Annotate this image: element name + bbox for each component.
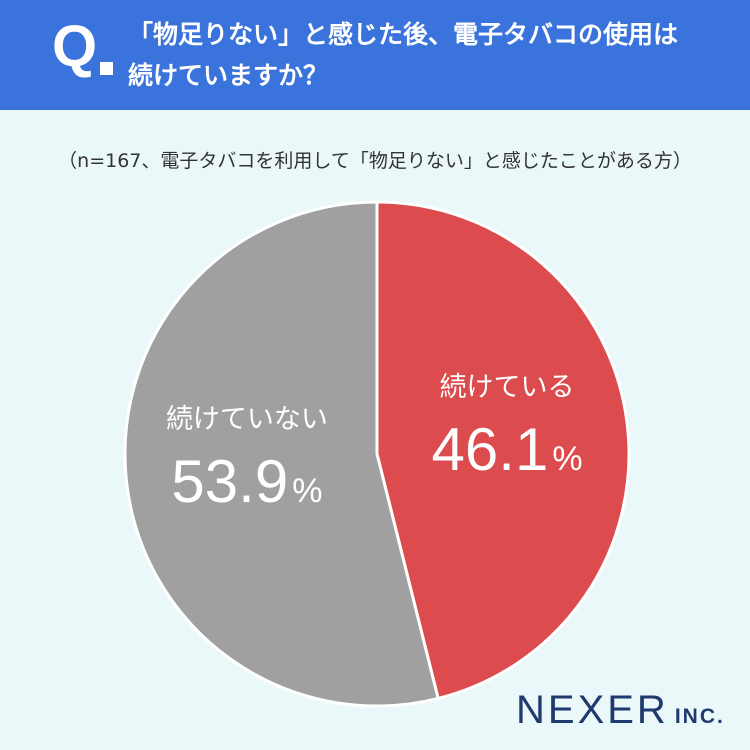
question-text: 「物足りない」と感じた後、電子タバコの使用は 続けていますか？ [128, 14, 738, 96]
question-line-1: 「物足りない」と感じた後、電子タバコの使用は [128, 20, 679, 49]
q-dot [100, 62, 113, 75]
brand-name: NEXER [516, 688, 669, 732]
pie-label-2: 続けていない 53.9% [166, 404, 328, 515]
sample-note: （n=167、電子タバコを利用して「物足りない」と感じたことがある方） [58, 150, 692, 172]
pie-category-label: 続けていない [166, 404, 328, 435]
brand-suffix: INC. [674, 705, 725, 728]
pie-slice-2 [123, 200, 440, 708]
pie-label-1: 続けている 46.1% [432, 372, 583, 483]
question-header: Q 「物足りない」と感じた後、電子タバコの使用は 続けていますか？ [0, 0, 750, 110]
question-line-2: 続けていますか？ [128, 61, 329, 90]
brand-logo: NEXER INC. [516, 688, 725, 733]
pie-value-label: 53.9% [171, 448, 322, 515]
pie-slice-1 [375, 200, 631, 700]
q-label: Q [52, 14, 98, 79]
pie-category-label: 続けている [440, 372, 575, 403]
pie-value-label: 46.1% [432, 416, 583, 483]
